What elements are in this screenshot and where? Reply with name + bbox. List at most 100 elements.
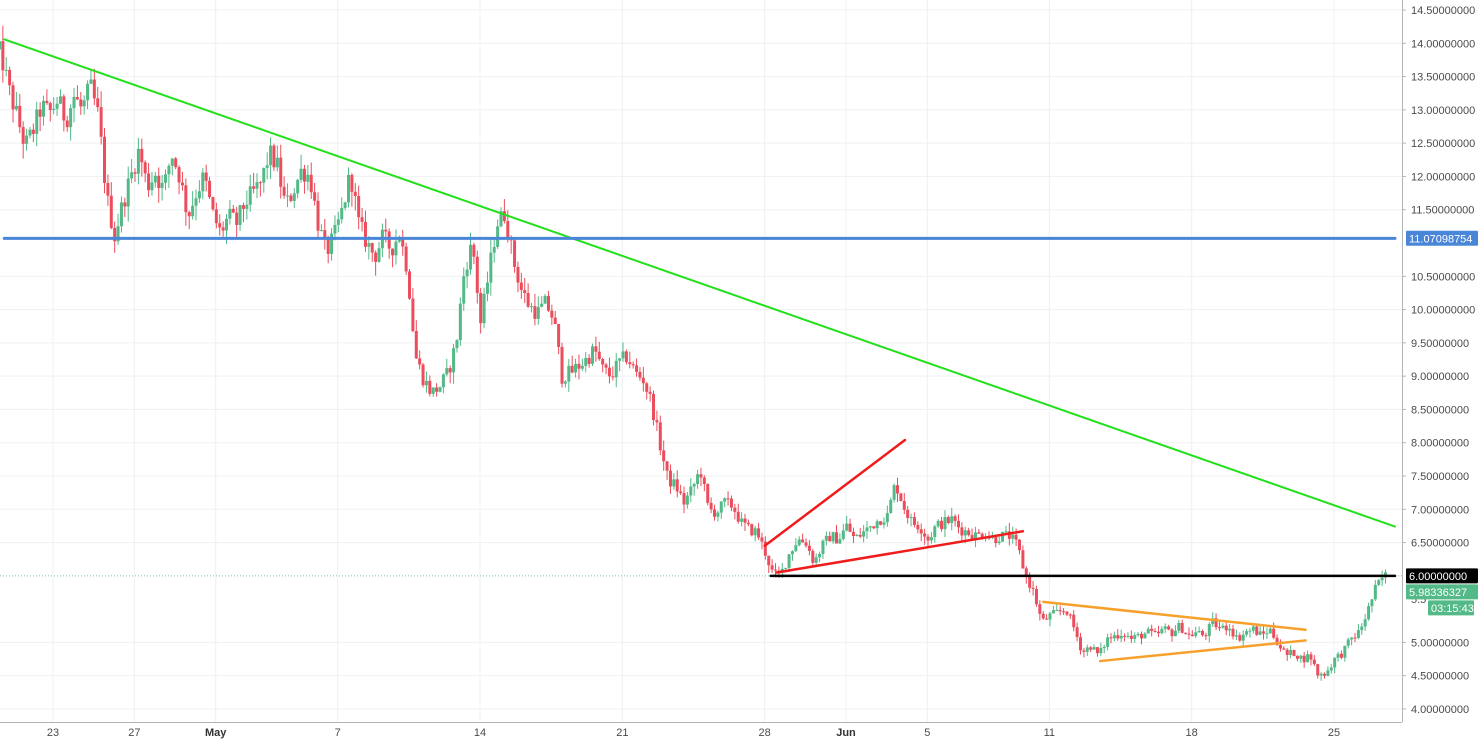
candle-body [1160,628,1164,634]
candle-body [1146,628,1150,634]
candle-body [658,422,662,451]
candle-body [1095,647,1099,654]
candle-body [1079,637,1083,651]
candle-body [570,365,574,373]
trend-line-orange-upper[interactable] [1041,600,1307,632]
candle-body [411,298,415,332]
candle-body [1007,531,1011,539]
candle-body [418,358,422,365]
candle-body [1353,637,1357,639]
candle-body [1302,655,1306,663]
candle-body [1194,632,1198,637]
candle-body [950,516,954,524]
candle-body [428,380,432,394]
trend-line-green[interactable] [3,38,1396,528]
candle-body [767,555,771,566]
candle-body [1119,635,1123,639]
candle-body [313,192,317,201]
candle-body [1170,629,1174,637]
candle-body [1356,630,1360,638]
candle-body [1140,633,1144,639]
candle-body [597,351,601,360]
candle-body [82,100,86,107]
candle-body [946,517,950,524]
candle-body [530,306,534,308]
trend-line-red-lower[interactable] [775,530,1025,574]
candle-body [157,175,161,189]
candle-body [42,100,46,117]
candle-body [1329,667,1333,671]
candle-body [1126,635,1130,637]
y-tick-label: 12.50000000 [1411,138,1475,150]
candle-body [855,534,859,537]
candle-body [770,565,774,570]
candle-body [126,178,130,207]
candle-body [1211,618,1215,624]
candle-body [750,524,754,536]
candle-body [445,368,449,375]
candle-body [502,211,506,222]
candle-body [109,195,113,228]
candle-body [960,527,964,536]
candle-body [353,191,357,197]
candle-body [594,346,598,352]
candle-body [1167,626,1171,630]
candle-body [177,167,181,183]
candle-body [845,523,849,531]
candle-body [4,69,8,71]
candle-body [889,499,893,514]
candle-body [1163,626,1167,629]
candle-body [1109,637,1113,639]
candle-body [716,512,720,517]
candle-body [197,191,201,199]
candle-body [940,520,944,530]
candle-body [1217,627,1221,629]
price-tag-bg [1406,568,1478,584]
candle-body [1,41,5,71]
candle-body [1214,618,1218,628]
trend-line-red-upper[interactable] [763,438,907,548]
candle-body [1312,659,1316,665]
candle-body [1377,580,1381,585]
candle-body [1319,673,1323,676]
candle-body [909,517,913,519]
candle-body [668,470,672,487]
candle-body [831,532,835,542]
candle-body [736,511,740,522]
candle-body [719,501,723,513]
y-tick-label: 9.50000000 [1411,338,1469,350]
candle-body [577,363,581,369]
trend-line-orange-lower[interactable] [1098,639,1307,663]
y-tick-label: 4.00000000 [1411,704,1469,716]
candle-body [648,391,652,394]
candle-layer [0,25,1388,681]
candle-body [1184,632,1188,634]
candle-body [580,365,584,369]
candle-body [916,524,920,530]
candle-body [187,212,191,217]
x-tick-label: 11 [1044,727,1055,739]
candle-body [350,174,354,192]
candle-body [485,282,489,294]
candle-body [797,539,801,546]
candle-body [811,550,815,563]
candle-body [584,357,588,366]
candle-body [489,252,493,283]
candle-body [164,174,168,183]
candle-body [957,520,961,528]
candle-body [679,491,683,494]
candle-body [1156,631,1160,634]
candle-body [652,393,656,421]
candle-body [18,105,22,128]
candle-body [1106,637,1110,647]
candle-body [875,521,879,529]
x-tick-label: 18 [1186,727,1198,739]
candle-body [1248,630,1252,632]
candle-body [367,243,371,247]
candle-body [394,241,398,256]
candle-body [326,238,330,254]
candle-body [279,157,283,187]
candle-body [645,383,649,392]
